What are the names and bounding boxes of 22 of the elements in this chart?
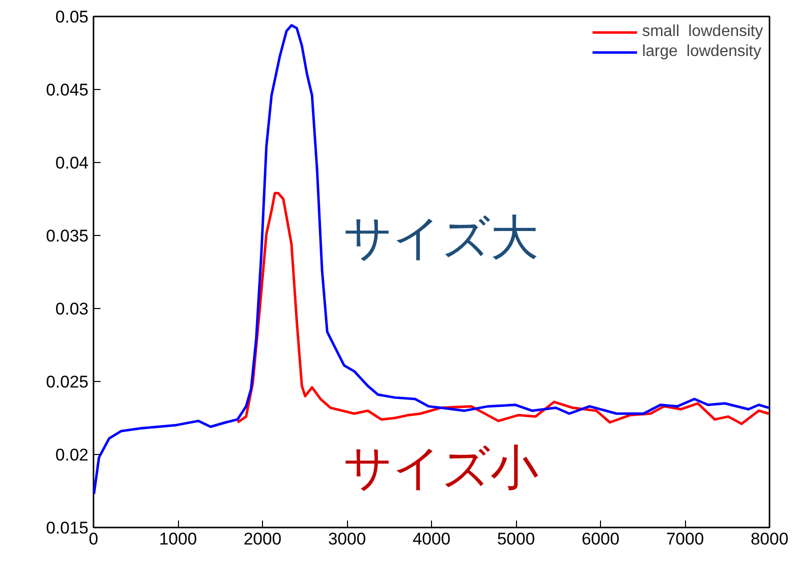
- y-tick-label: 0.035: [46, 226, 89, 246]
- x-tick-label: 3000: [328, 530, 366, 548]
- y-tick-label: 0.045: [46, 80, 89, 100]
- x-tick-label: 6000: [582, 530, 620, 548]
- line-series: [94, 24, 770, 496]
- y-tick-label: 0.04: [55, 154, 89, 172]
- annotation: サイズ小: [344, 442, 538, 495]
- x-tick-label: 2000: [244, 530, 282, 548]
- legend-label: small lowdensity: [642, 23, 763, 41]
- y-tick-label: 0.015: [46, 518, 89, 538]
- y-tick-label: 0.05: [55, 8, 89, 26]
- x-tick-label: 8000: [750, 530, 788, 548]
- annotation: サイズ大: [344, 212, 538, 265]
- y-tick-label: 0.02: [55, 446, 89, 464]
- x-tick-label: 0: [88, 530, 98, 548]
- legend-label: large lowdensity: [642, 43, 762, 61]
- x-tick-label: 5000: [497, 530, 535, 548]
- y-tick-label: 0.03: [55, 300, 89, 318]
- x-tick-label: 7000: [666, 530, 704, 548]
- x-tick-label: 1000: [159, 530, 197, 548]
- y-tick-label: 0.025: [46, 372, 89, 392]
- x-tick-label: 4000: [412, 530, 450, 548]
